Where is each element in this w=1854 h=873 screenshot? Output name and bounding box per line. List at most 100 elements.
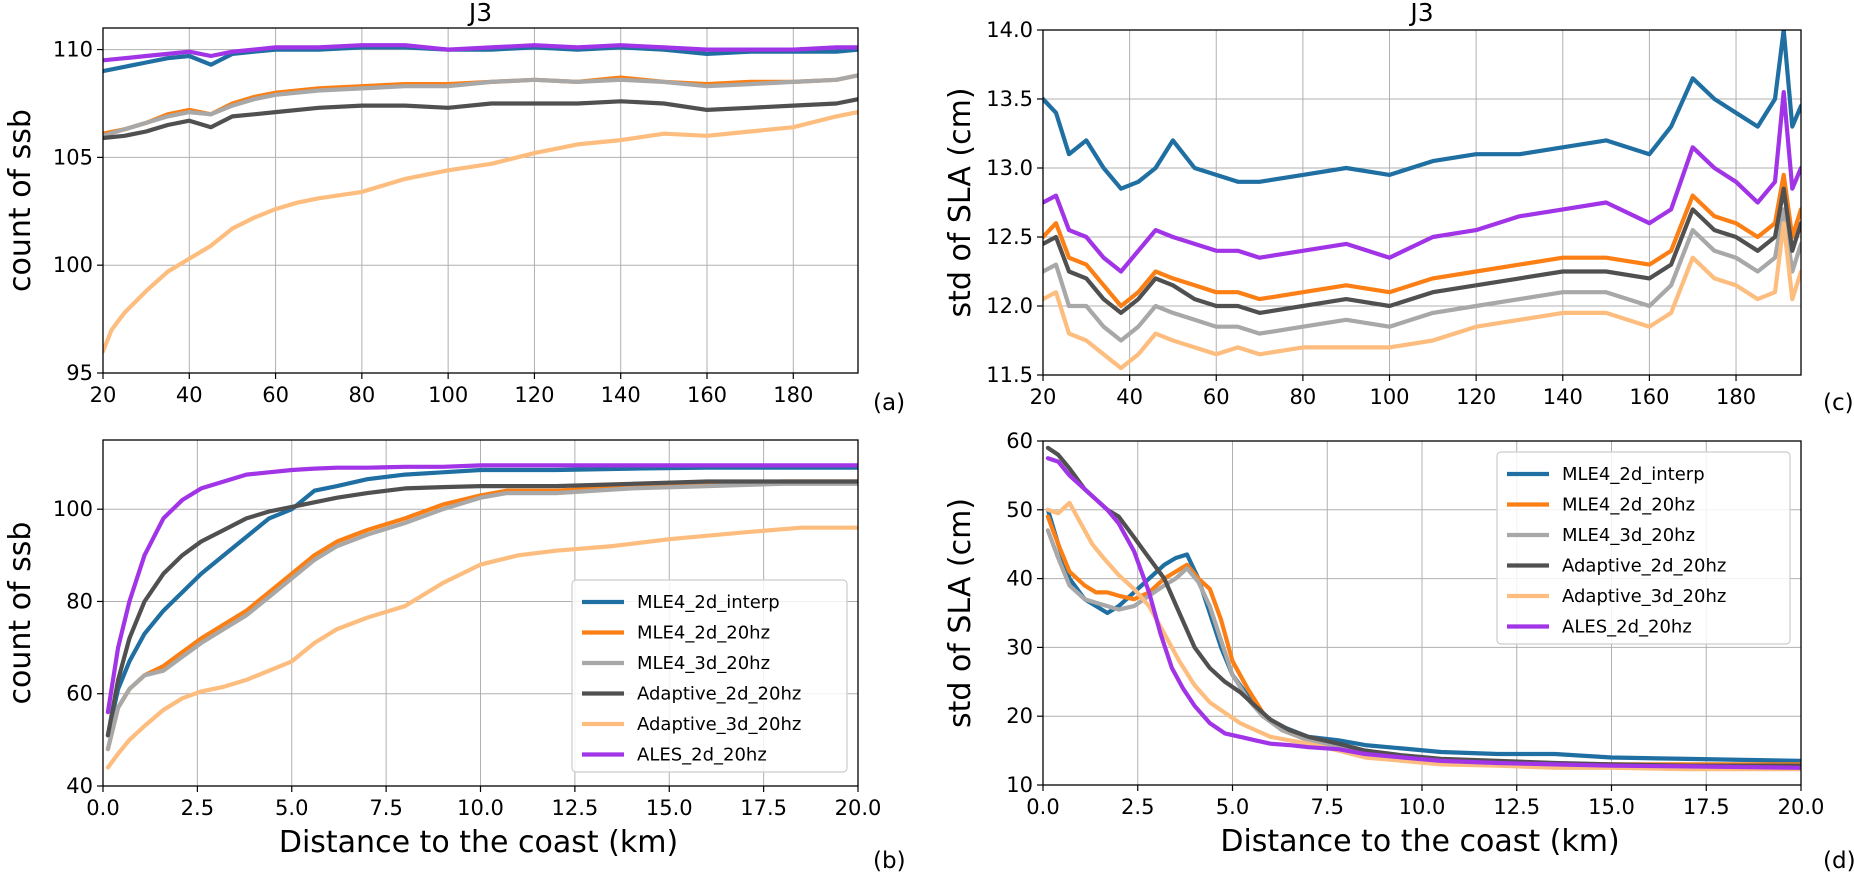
x-tick-label: 5.0 <box>275 796 308 820</box>
x-tick-label: 10.0 <box>457 796 504 820</box>
panel-label: (d) <box>1823 848 1854 873</box>
chart-title: J3 <box>467 0 492 27</box>
y-tick-label: 110 <box>53 38 93 62</box>
legend-label: MLE4_2d_interp <box>637 592 780 613</box>
series-line-mle4-2d-20hz <box>1043 172 1801 309</box>
y-tick-label: 40 <box>66 774 93 798</box>
x-tick-label: 160 <box>687 383 727 407</box>
x-tick-label: 20.0 <box>1778 795 1825 819</box>
legend-box <box>571 579 848 773</box>
series-line-adaptive-2d-20hz <box>103 97 858 141</box>
x-tick-label: 80 <box>348 383 375 407</box>
x-tick-label: 20.0 <box>835 796 882 820</box>
series-line-mle4-3d-20hz <box>105 481 858 752</box>
legend: MLE4_2d_interp MLE4_2d_20hz MLE4_3d_20hz Ad… <box>1496 451 1791 645</box>
x-tick-label: 2.5 <box>1121 795 1154 819</box>
x-tick-label: 100 <box>428 383 468 407</box>
legend: MLE4_2d_interp MLE4_2d_20hz MLE4_3d_20hz Ad… <box>571 579 848 773</box>
y-axis-label: count of ssb <box>3 109 38 292</box>
x-tick-label: 0.0 <box>86 796 119 820</box>
legend-label: MLE4_2d_interp <box>1562 464 1705 485</box>
y-tick-label: 40 <box>1006 567 1033 591</box>
x-tick-label: 60 <box>262 383 289 407</box>
y-tick-label: 105 <box>53 145 93 169</box>
x-tick-label: 160 <box>1629 385 1669 409</box>
x-tick-label: 7.5 <box>1311 795 1344 819</box>
legend-label: Adaptive_2d_20hz <box>637 684 801 705</box>
y-tick-label: 14.0 <box>986 18 1033 42</box>
series-line-mle4-2d-20hz <box>105 479 858 752</box>
series-line-mle4-2d-interp <box>105 465 858 738</box>
panel-label: (b) <box>873 848 906 873</box>
x-tick-label: 17.5 <box>740 796 787 820</box>
series-line-ales-2d-20hz <box>1043 89 1801 274</box>
x-tick-label: 5.0 <box>1216 795 1249 819</box>
legend-label: MLE4_3d_20hz <box>1562 525 1695 546</box>
x-tick-label: 40 <box>1116 385 1143 409</box>
x-tick-label: 20 <box>1030 385 1057 409</box>
y-axis-label: count of ssb <box>3 522 38 705</box>
series-line-mle4-3d-20hz <box>1043 207 1801 343</box>
series-line-mle4-2d-interp <box>1043 30 1801 191</box>
legend-label: MLE4_2d_20hz <box>1562 495 1695 516</box>
chart-title: J3 <box>1408 0 1433 27</box>
series-line-mle4-2d-interp <box>1045 507 1801 764</box>
legend-label: Adaptive_2d_20hz <box>1562 556 1726 577</box>
x-tick-label: 140 <box>601 383 641 407</box>
y-tick-label: 100 <box>53 253 93 277</box>
x-tick-label: 12.5 <box>551 796 598 820</box>
series-line-mle4-2d-interp <box>103 45 858 74</box>
series-line-adaptive-2d-20hz <box>1043 186 1801 315</box>
series-group <box>103 43 858 354</box>
y-tick-label: 20 <box>1006 704 1033 728</box>
legend-label: MLE4_3d_20hz <box>637 653 770 674</box>
series-group <box>1043 30 1801 371</box>
x-tick-label: 15.0 <box>646 796 693 820</box>
x-tick-label: 140 <box>1543 385 1583 409</box>
y-tick-label: 11.5 <box>986 363 1033 387</box>
x-tick-label: 15.0 <box>1588 795 1635 819</box>
y-tick-label: 60 <box>66 682 93 706</box>
series-line-adaptive-3d-20hz <box>1043 221 1801 371</box>
y-tick-label: 12.0 <box>986 294 1033 318</box>
x-axis-label: Distance to the coast (km) <box>279 825 678 860</box>
series-line-mle4-3d-20hz <box>103 73 858 138</box>
x-tick-label: 180 <box>1716 385 1756 409</box>
series-line-ales-2d-20hz <box>1045 456 1801 770</box>
y-axis-label: std of SLA (cm) <box>943 498 978 728</box>
panel-c: 20 40 60 80 100 120 140 160 180 11.5 12.0 12.5 13.0 1… <box>943 0 1854 416</box>
plot-frame <box>1042 29 1802 376</box>
legend-label: MLE4_2d_20hz <box>637 623 770 644</box>
x-tick-label: 120 <box>514 383 554 407</box>
x-tick-label: 17.5 <box>1683 795 1730 819</box>
series-line-ales-2d-20hz <box>105 463 858 715</box>
x-tick-label: 12.5 <box>1493 795 1540 819</box>
legend-label: Adaptive_3d_20hz <box>637 714 801 735</box>
panel-b: 0.0 2.5 5.0 7.5 10.0 12.5 15.0 17.5 20.0 40 60 80 10… <box>3 439 906 873</box>
y-tick-label: 80 <box>66 589 93 613</box>
y-tick-label: 60 <box>1006 429 1033 453</box>
y-tick-label: 10 <box>1006 773 1033 797</box>
x-tick-label: 120 <box>1456 385 1496 409</box>
plot-frame <box>102 27 859 374</box>
y-tick-label: 50 <box>1006 498 1033 522</box>
x-tick-label: 180 <box>773 383 813 407</box>
series-line-adaptive-3d-20hz <box>105 525 858 770</box>
x-tick-label: 7.5 <box>369 796 402 820</box>
panel-label: (c) <box>1823 390 1854 416</box>
x-tick-label: 100 <box>1369 385 1409 409</box>
panel-a: 20 40 60 80 100 120 140 160 180 95 100 105 110 count … <box>3 0 905 416</box>
series-line-adaptive-3d-20hz <box>1045 500 1801 772</box>
x-tick-label: 10.0 <box>1399 795 1446 819</box>
x-tick-label: 2.5 <box>181 796 214 820</box>
x-tick-label: 80 <box>1290 385 1317 409</box>
panel-label: (a) <box>873 390 905 416</box>
y-tick-label: 95 <box>66 361 93 385</box>
legend-label: ALES_2d_20hz <box>1562 617 1692 638</box>
legend-box <box>1496 451 1791 645</box>
series-group <box>105 463 858 770</box>
series-line-ales-2d-20hz <box>103 43 858 63</box>
y-tick-label: 13.5 <box>986 87 1033 111</box>
y-tick-label: 30 <box>1006 635 1033 659</box>
